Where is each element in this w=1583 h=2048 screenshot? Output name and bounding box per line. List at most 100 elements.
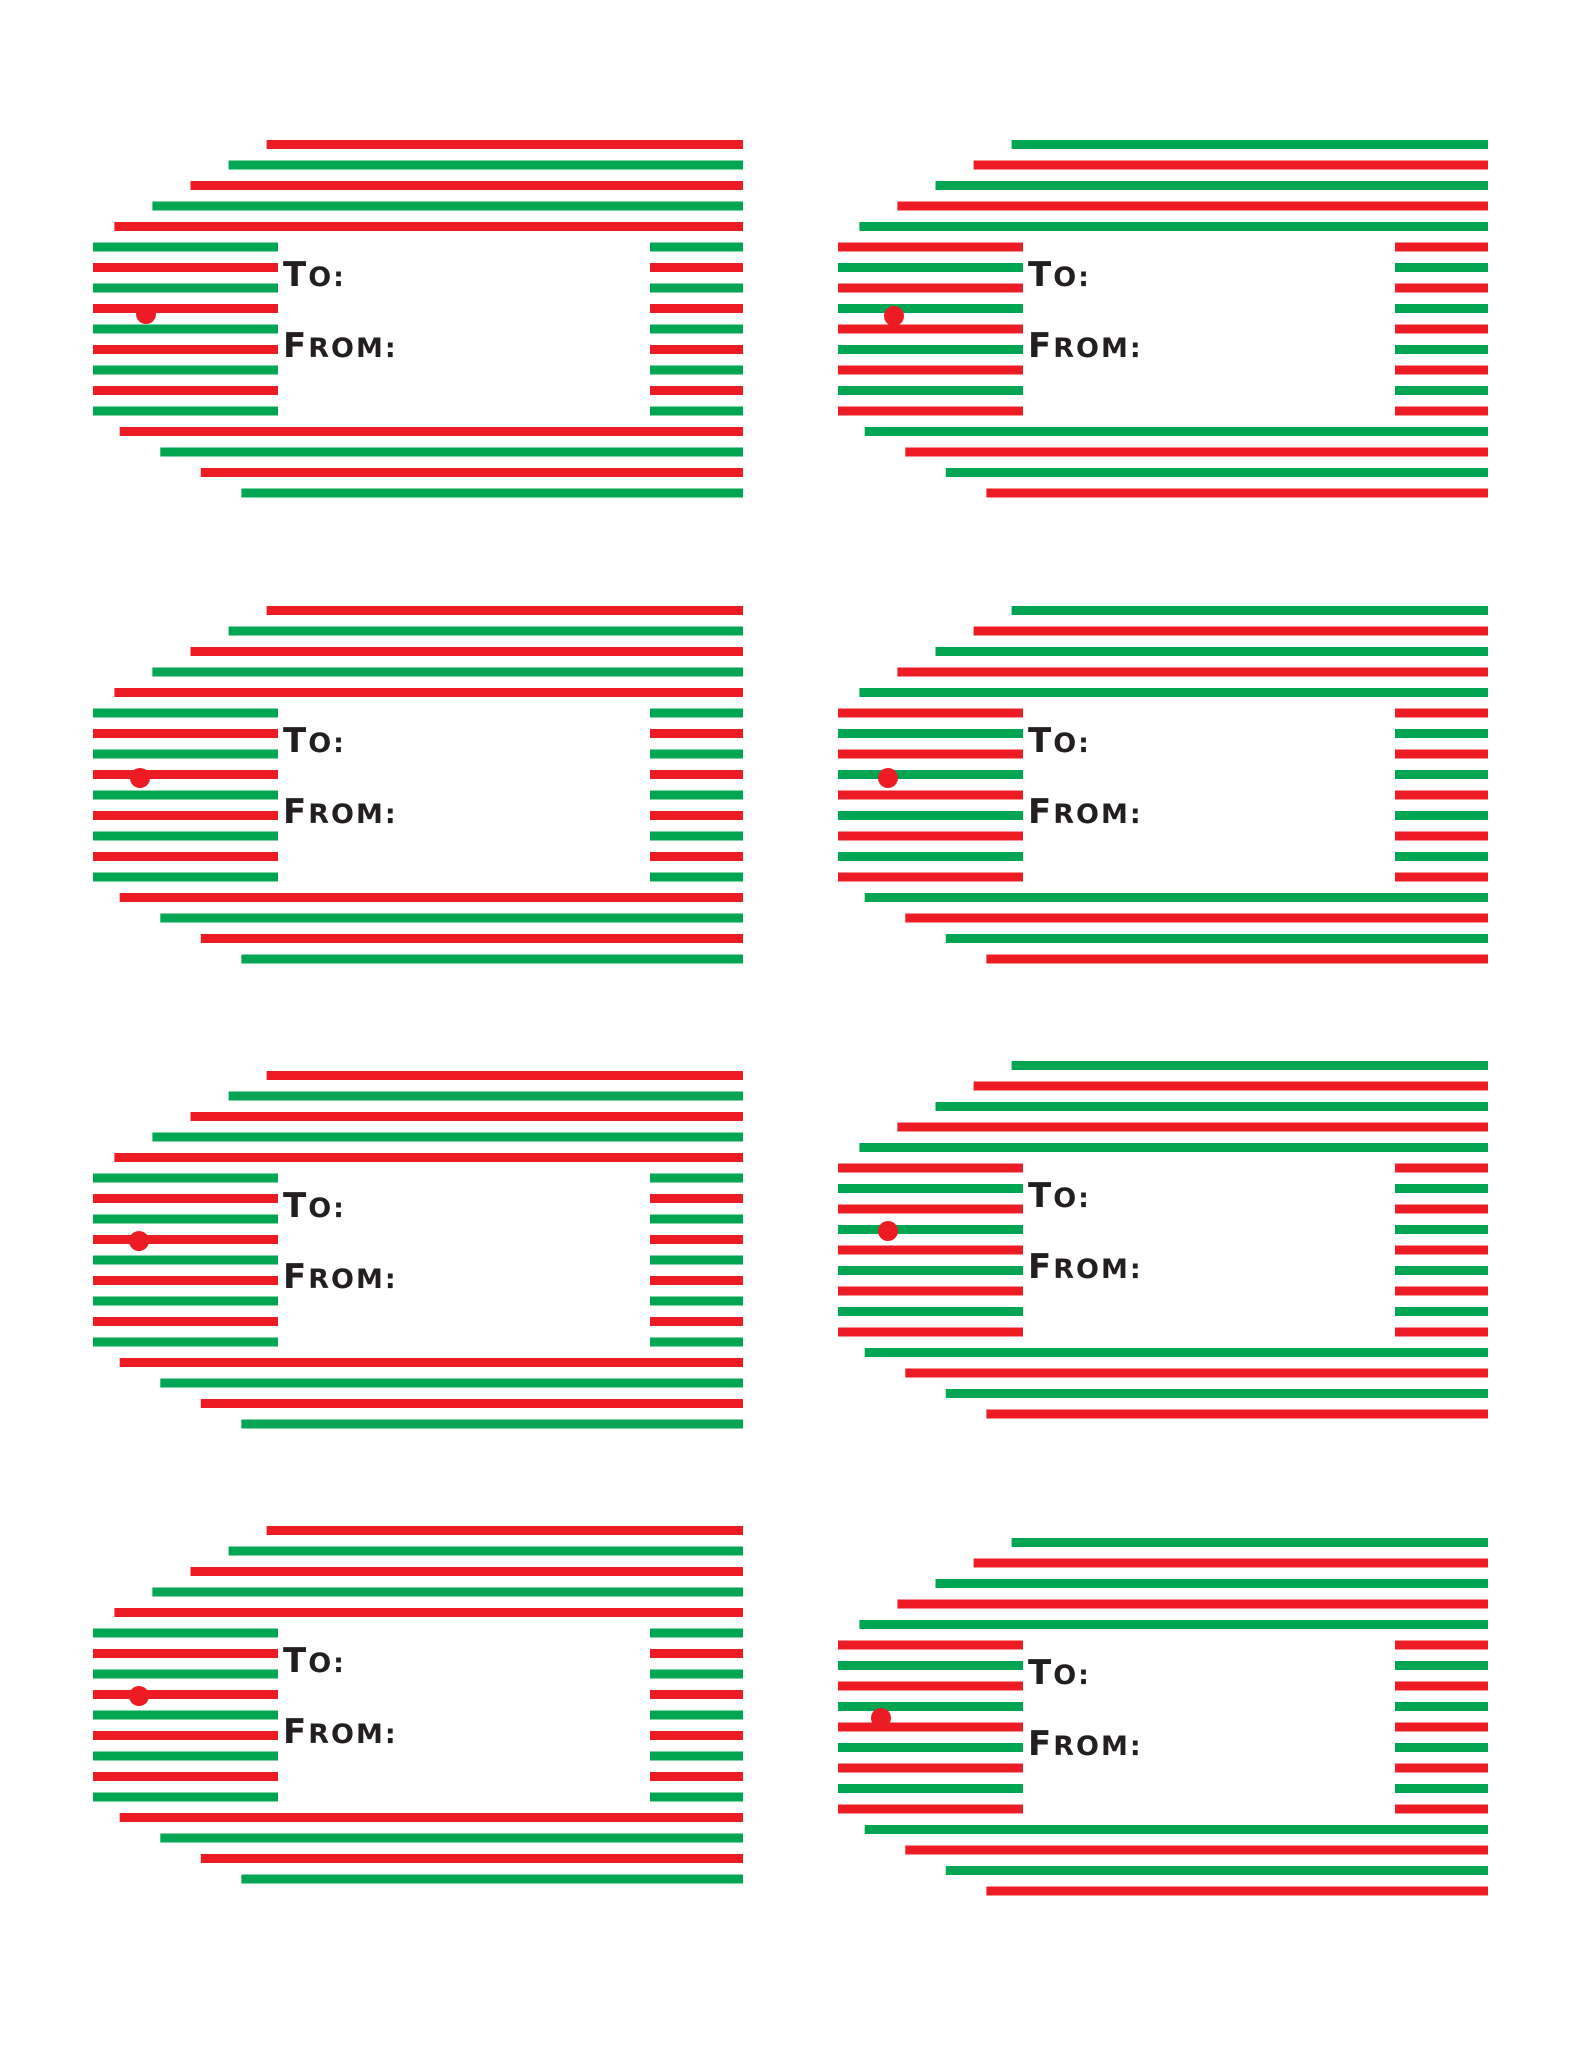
- tag-stripe: [93, 770, 278, 779]
- tag-stripe: [650, 1235, 743, 1244]
- tag-stripe: [1395, 1266, 1488, 1275]
- tag-stripe: [152, 667, 743, 677]
- tag-stripe: [986, 1409, 1488, 1419]
- tag-stripe: [650, 1772, 743, 1781]
- tag-stripe: [93, 406, 278, 416]
- hole-punch-icon: [129, 1686, 149, 1706]
- tag-stripe: [160, 1833, 744, 1843]
- tag-stripe: [1011, 606, 1488, 615]
- tag-stripe: [152, 1587, 743, 1597]
- tag-stripe: [93, 831, 278, 841]
- tag-stripe: [1395, 1204, 1488, 1214]
- tag-stripe: [93, 345, 278, 354]
- tag-stripe: [1395, 1722, 1488, 1732]
- tag-stripe: [650, 1173, 743, 1183]
- tag-stripe: [93, 263, 278, 272]
- tag-stripe: [1395, 831, 1488, 841]
- tag-stripe: [241, 954, 743, 964]
- gift-tag: TO: FROM:: [838, 1061, 1488, 1431]
- tag-stripe: [93, 1173, 278, 1183]
- tag-stripe: [838, 1204, 1023, 1214]
- tag-stripe: [897, 1599, 1488, 1609]
- tag-stripe: [93, 852, 278, 861]
- tag-stripe: [859, 1143, 1488, 1152]
- hole-punch-icon: [878, 768, 898, 788]
- tag-stripe: [266, 1071, 743, 1080]
- tag-stripe: [838, 1784, 1023, 1793]
- tag-stripe: [838, 852, 1023, 861]
- tag-stripe: [93, 324, 278, 334]
- to-label: TO:: [283, 721, 346, 761]
- tag-stripe: [93, 708, 278, 718]
- tag-stripe: [200, 1399, 744, 1408]
- tag-stripe: [897, 1122, 1488, 1132]
- tag-stripe: [93, 1296, 278, 1306]
- tag-stripe: [1395, 1763, 1488, 1773]
- tag-stripe: [864, 1348, 1488, 1357]
- tag-stripe: [1395, 324, 1488, 334]
- tag-stripe: [650, 790, 743, 800]
- tag-stripe: [93, 304, 278, 313]
- tag-stripe: [905, 1845, 1488, 1855]
- tag-stripe: [200, 934, 744, 943]
- gift-tag: TO: FROM:: [93, 140, 744, 510]
- tag-stripe: [935, 181, 1488, 190]
- tag-stripe: [93, 1337, 278, 1347]
- tag-stripe: [986, 488, 1488, 498]
- tag-stripe: [93, 1628, 278, 1638]
- tag-stripe: [93, 283, 278, 293]
- from-label: FROM:: [283, 792, 398, 832]
- tag-stripe: [1395, 729, 1488, 738]
- tag-stripe: [838, 242, 1023, 252]
- tag-stripe: [838, 1307, 1023, 1316]
- tag-stripe: [160, 447, 744, 457]
- hole-punch-icon: [871, 1708, 891, 1728]
- tag-stripe: [93, 386, 278, 395]
- tag-stripe: [838, 1681, 1023, 1691]
- tag-stripes: [93, 606, 744, 964]
- tag-stripe: [119, 1358, 743, 1367]
- tag-stripe: [93, 1772, 278, 1781]
- tag-stripe: [1395, 770, 1488, 779]
- tag-stripe: [93, 1235, 278, 1244]
- tag-stripe: [838, 1743, 1023, 1752]
- tag-stripe: [838, 1702, 1023, 1711]
- tag-stripes: [838, 606, 1488, 964]
- tag-stripe: [897, 201, 1488, 211]
- tag-stripe: [650, 263, 743, 272]
- tag-stripe: [1395, 345, 1488, 354]
- tag-stripe: [190, 647, 743, 656]
- tag-stripe: [838, 304, 1023, 313]
- tag-stripe: [838, 1804, 1023, 1814]
- tag-stripe: [650, 1296, 743, 1306]
- tag-stripe: [93, 1255, 278, 1265]
- tag-stripe: [650, 1731, 743, 1740]
- tag-stripe: [838, 324, 1023, 334]
- hole-punch-icon: [878, 1221, 898, 1241]
- tag-stripe: [650, 1751, 743, 1761]
- tag-stripe: [1395, 1743, 1488, 1752]
- tag-stripes: [838, 1061, 1488, 1419]
- tag-stripe: [650, 242, 743, 252]
- tag-stripe: [905, 913, 1488, 923]
- from-label: FROM:: [1028, 1247, 1143, 1287]
- tag-stripe: [650, 708, 743, 718]
- tag-stripe: [838, 1266, 1023, 1275]
- tag-stripe: [93, 1710, 278, 1720]
- tag-stripe: [973, 1558, 1488, 1568]
- tag-stripe: [650, 304, 743, 313]
- tag-stripe: [119, 1813, 743, 1822]
- tag-stripe: [93, 1792, 278, 1802]
- tag-stripe: [93, 365, 278, 375]
- tag-stripe: [650, 345, 743, 354]
- tag-stripe: [1395, 1702, 1488, 1711]
- tag-stripe: [650, 283, 743, 293]
- tag-stripe: [1011, 1061, 1488, 1070]
- tag-stripe: [1395, 1681, 1488, 1691]
- tag-stripe: [190, 1567, 743, 1576]
- tag-stripe: [1011, 1538, 1488, 1547]
- tag-stripe: [650, 1710, 743, 1720]
- tag-stripe: [650, 729, 743, 738]
- tag-stripe: [93, 1317, 278, 1326]
